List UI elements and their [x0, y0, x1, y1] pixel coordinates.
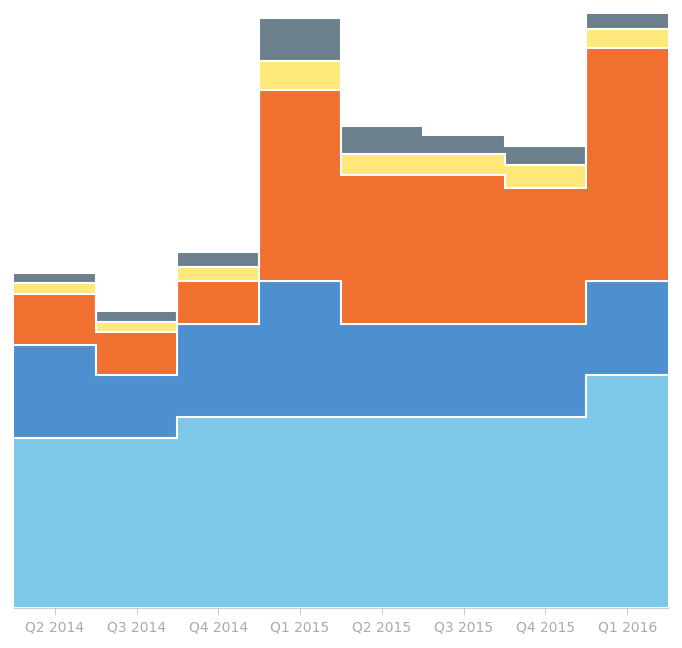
- Polygon shape: [14, 281, 668, 439]
- Polygon shape: [14, 375, 668, 608]
- Polygon shape: [14, 48, 668, 375]
- Polygon shape: [14, 29, 668, 332]
- Polygon shape: [14, 10, 668, 321]
